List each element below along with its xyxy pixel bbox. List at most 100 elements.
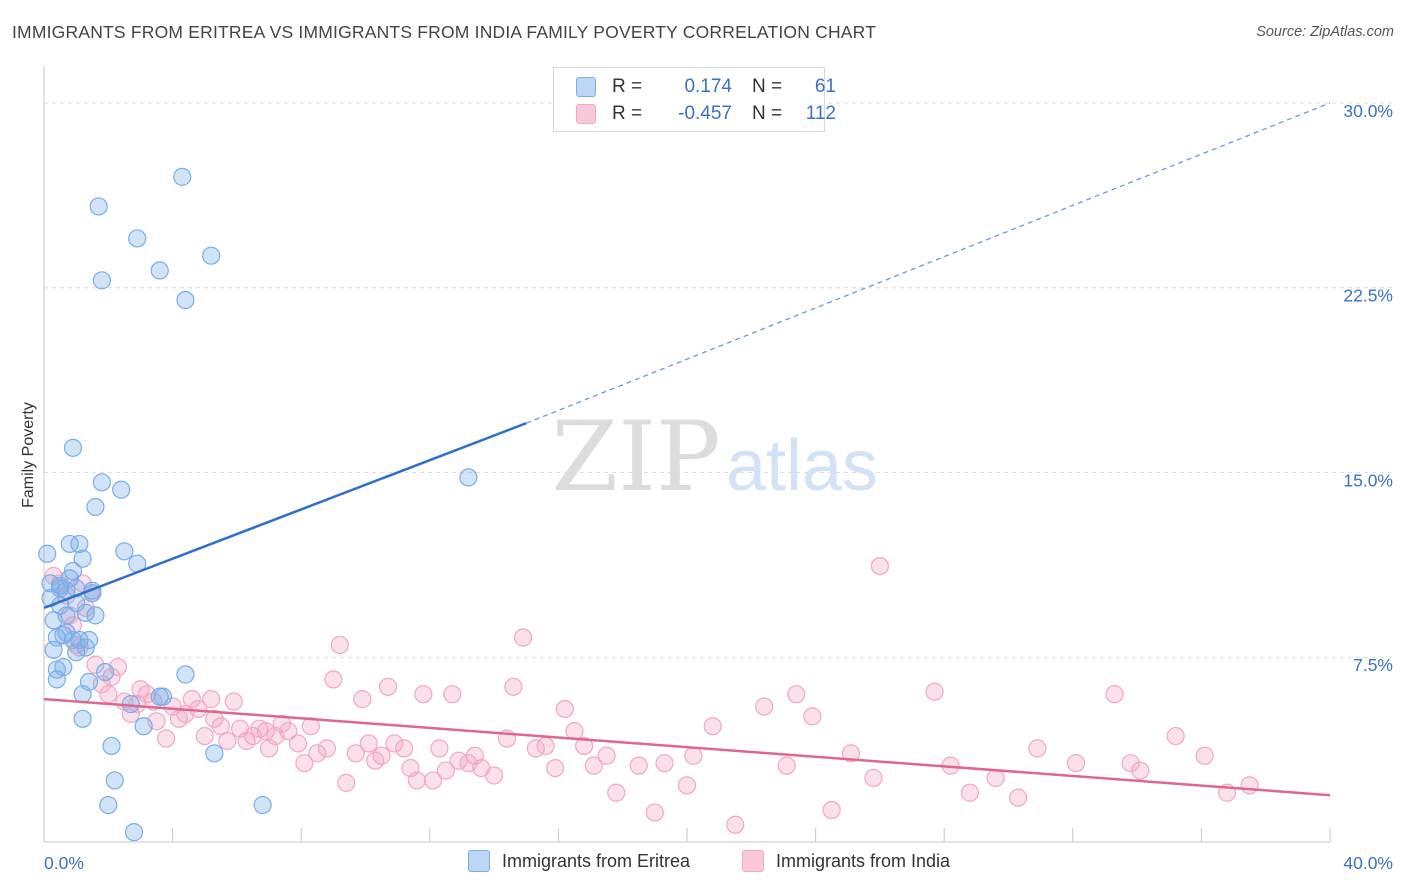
stats-row-eritrea: R = 0.174 N = 61	[576, 75, 836, 99]
india-point	[513, 628, 533, 647]
legend-item-eritrea[interactable]: Immigrants from Eritrea	[468, 850, 690, 872]
india-point	[272, 714, 292, 733]
india-point	[301, 717, 320, 736]
india-point	[317, 739, 337, 758]
india-point	[864, 768, 883, 788]
india-point	[575, 736, 594, 756]
x-tick-label: 0.0%	[44, 853, 84, 873]
india-point	[726, 815, 745, 834]
eritrea-point	[73, 549, 92, 568]
india-point	[870, 556, 890, 576]
legend-label: Immigrants from Eritrea	[502, 850, 691, 871]
eritrea-point	[112, 480, 131, 499]
eritrea-point	[253, 795, 272, 815]
legend-item-india[interactable]: Immigrants from India	[742, 850, 950, 872]
india-point	[279, 722, 298, 741]
watermark-zip: ZIP	[551, 401, 720, 513]
india-point	[86, 655, 105, 674]
india-point	[443, 685, 462, 704]
india-point	[803, 707, 822, 726]
india-point	[607, 783, 626, 802]
india-point	[224, 692, 243, 711]
india-point	[394, 739, 414, 758]
india-point	[378, 677, 398, 696]
india-point	[414, 685, 433, 704]
india-point	[256, 722, 275, 741]
n-value: 61	[814, 76, 836, 97]
eritrea-point	[92, 473, 111, 492]
r-label: R =	[612, 76, 643, 97]
eritrea-point	[176, 290, 195, 310]
india-point	[703, 717, 722, 736]
india-point	[205, 709, 224, 728]
eritrea-point	[79, 672, 99, 691]
eritrea-point	[54, 657, 73, 677]
eritrea-point	[63, 561, 83, 581]
eritrea-point	[153, 687, 173, 706]
eritrea-point	[79, 630, 99, 650]
n-label: N =	[752, 76, 783, 97]
india-point	[655, 754, 674, 773]
india-point	[597, 746, 616, 765]
india-point	[330, 635, 349, 655]
india-point	[645, 803, 664, 822]
r-value: -0.457	[678, 103, 732, 124]
india-swatch	[742, 850, 764, 872]
data-points	[38, 167, 1259, 842]
india-swatch	[576, 104, 596, 124]
india-point	[157, 729, 176, 748]
eritrea-swatch	[468, 850, 490, 872]
y-tick-label: 7.5%	[1353, 655, 1393, 675]
india-point	[584, 756, 603, 775]
eritrea-point	[102, 736, 121, 756]
india-point	[986, 768, 1005, 788]
eritrea-point	[124, 823, 144, 842]
eritrea-point	[60, 534, 79, 554]
india-point	[295, 754, 314, 773]
x-tick-label: 40.0%	[1343, 853, 1393, 873]
r-value: 0.174	[684, 76, 732, 97]
india-point	[1131, 761, 1150, 780]
eritrea-point	[57, 623, 76, 642]
india-point	[777, 756, 796, 775]
eritrea-point	[202, 246, 221, 265]
india-point	[677, 776, 697, 795]
india-point	[1009, 788, 1028, 807]
stats-legend: R = 0.174 N = 61 R = -0.457 N = 112	[553, 67, 836, 132]
eritrea-point	[86, 497, 105, 517]
eritrea-point	[105, 771, 124, 790]
india-point	[485, 766, 504, 785]
gridlines	[44, 102, 1392, 658]
eritrea-point	[134, 717, 153, 736]
eritrea-point	[89, 197, 108, 216]
india-point	[841, 744, 861, 763]
eritrea-point	[86, 606, 105, 625]
india-point	[1240, 776, 1259, 795]
eritrea-point	[173, 167, 192, 186]
eritrea-point	[128, 229, 147, 248]
india-point	[337, 773, 356, 792]
india-point	[346, 744, 365, 763]
n-label: N =	[752, 103, 783, 124]
eritrea-trend-line-projection	[526, 102, 1331, 424]
india-point	[925, 682, 944, 701]
india-point	[1066, 754, 1086, 773]
r-label: R =	[612, 103, 643, 124]
chart-title: IMMIGRANTS FROM ERITREA VS IMMIGRANTS FR…	[12, 22, 877, 42]
india-point	[822, 800, 841, 820]
eritrea-point	[73, 709, 92, 728]
india-point	[960, 783, 980, 802]
india-point	[1028, 739, 1047, 758]
india-point	[755, 697, 774, 716]
india-point	[684, 746, 703, 765]
india-point	[629, 756, 648, 775]
y-tick-label: 15.0%	[1343, 470, 1393, 490]
source-label: Source: ZipAtlas.com	[1256, 24, 1394, 40]
y-tick-label: 30.0%	[1343, 101, 1393, 121]
india-point	[218, 731, 237, 751]
india-point	[430, 739, 449, 758]
india-point	[308, 744, 327, 763]
eritrea-point	[50, 576, 70, 595]
india-point	[372, 746, 391, 765]
india-point	[546, 758, 565, 778]
